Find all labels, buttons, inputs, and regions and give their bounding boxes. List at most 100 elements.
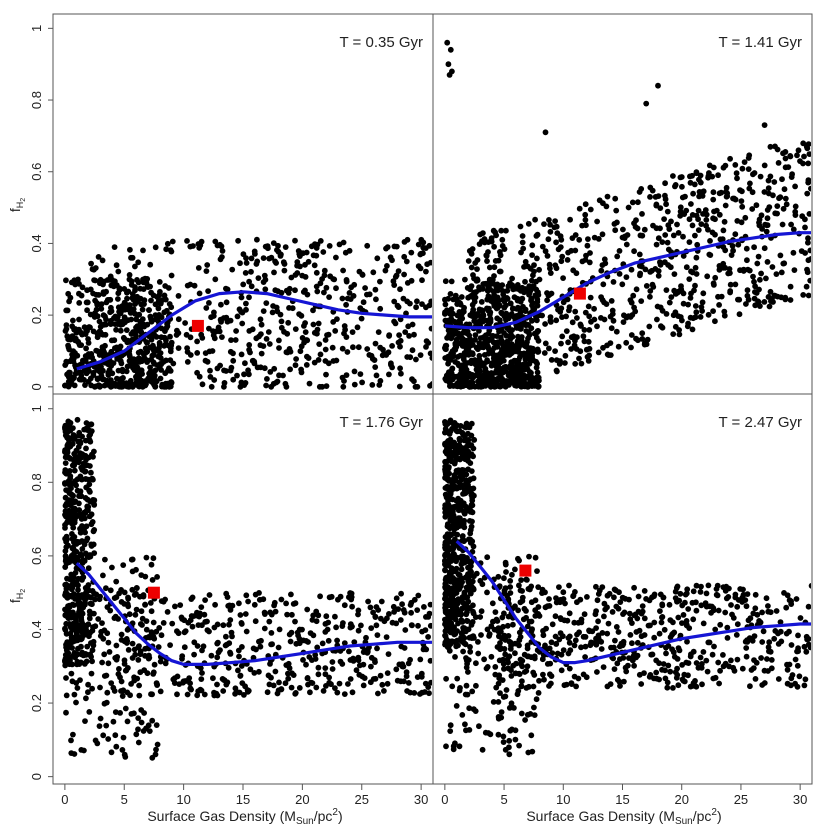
- data-point: [690, 682, 696, 689]
- y-tick-label: 0.8: [29, 91, 44, 109]
- data-point: [753, 290, 760, 296]
- data-point: [324, 332, 330, 338]
- data-point: [471, 437, 478, 443]
- data-point: [63, 487, 69, 493]
- data-point: [603, 203, 610, 210]
- data-point: [450, 550, 457, 557]
- data-point: [509, 571, 515, 578]
- data-point: [118, 381, 124, 388]
- data-point: [720, 264, 727, 271]
- data-point: [417, 352, 424, 358]
- data-point: [85, 681, 91, 688]
- data-point: [552, 348, 558, 354]
- data-point: [690, 648, 697, 655]
- data-point: [70, 731, 76, 738]
- data-point: [442, 278, 449, 285]
- data-point: [355, 344, 362, 351]
- data-point: [520, 361, 527, 368]
- data-point: [419, 628, 425, 635]
- data-point: [474, 257, 481, 263]
- data-point: [791, 267, 798, 273]
- data-point: [449, 496, 456, 503]
- data-point: [493, 369, 499, 376]
- data-point: [549, 621, 556, 628]
- data-point: [429, 381, 432, 387]
- data-point: [761, 122, 768, 128]
- data-point: [743, 603, 750, 610]
- data-point: [716, 211, 723, 218]
- data-point: [641, 588, 648, 594]
- data-point: [75, 575, 82, 582]
- data-point: [75, 276, 81, 283]
- data-point: [487, 316, 494, 323]
- data-point: [480, 312, 487, 319]
- data-point: [135, 657, 142, 663]
- data-point: [734, 175, 740, 182]
- data-point: [304, 353, 310, 360]
- data-point: [518, 710, 525, 717]
- data-point: [124, 718, 131, 725]
- data-point: [779, 221, 786, 228]
- data-point: [643, 283, 650, 289]
- data-point: [720, 260, 727, 267]
- data-point: [223, 285, 229, 292]
- data-point: [321, 289, 327, 296]
- data-point: [618, 640, 625, 647]
- data-point: [163, 246, 170, 253]
- data-point: [738, 219, 745, 226]
- data-point: [227, 617, 234, 623]
- data-point: [150, 619, 157, 626]
- data-point: [102, 556, 108, 563]
- data-point: [774, 210, 780, 217]
- data-point: [671, 271, 678, 277]
- data-point: [77, 439, 84, 446]
- data-point: [365, 598, 371, 605]
- data-point: [586, 327, 593, 333]
- data-point: [404, 688, 410, 694]
- data-point: [137, 285, 144, 292]
- data-point: [73, 699, 79, 706]
- data-point: [526, 618, 533, 625]
- data-point: [208, 652, 215, 659]
- data-point: [414, 298, 420, 305]
- data-point: [767, 143, 774, 150]
- data-point: [799, 213, 806, 220]
- data-point: [372, 613, 379, 620]
- data-point: [142, 573, 149, 580]
- data-point: [246, 294, 252, 301]
- data-point: [476, 327, 482, 334]
- data-point: [292, 287, 298, 294]
- data-point: [73, 482, 79, 489]
- data-point: [332, 328, 339, 334]
- data-point: [260, 308, 267, 314]
- data-point: [194, 643, 201, 649]
- data-point: [648, 267, 655, 274]
- data-point: [730, 615, 737, 621]
- data-point: [390, 603, 397, 610]
- data-point: [371, 357, 378, 363]
- data-point: [87, 489, 93, 495]
- data-point: [64, 307, 71, 314]
- data-point: [129, 291, 136, 297]
- data-point: [275, 644, 282, 651]
- data-point: [725, 594, 732, 600]
- data-point: [290, 601, 297, 607]
- data-point: [585, 303, 592, 310]
- data-point: [174, 628, 180, 635]
- data-point: [239, 680, 246, 686]
- data-point: [163, 307, 170, 314]
- data-point: [364, 649, 371, 656]
- data-point: [118, 587, 124, 593]
- data-point: [85, 689, 91, 696]
- data-point: [615, 629, 622, 635]
- data-point: [405, 660, 412, 667]
- data-point: [757, 173, 764, 180]
- data-point: [79, 546, 86, 552]
- data-point: [208, 314, 215, 321]
- data-point: [627, 616, 634, 623]
- data-point: [91, 527, 98, 533]
- data-point: [635, 593, 642, 600]
- data-point: [586, 345, 593, 352]
- data-point: [395, 268, 402, 274]
- data-point: [533, 380, 540, 387]
